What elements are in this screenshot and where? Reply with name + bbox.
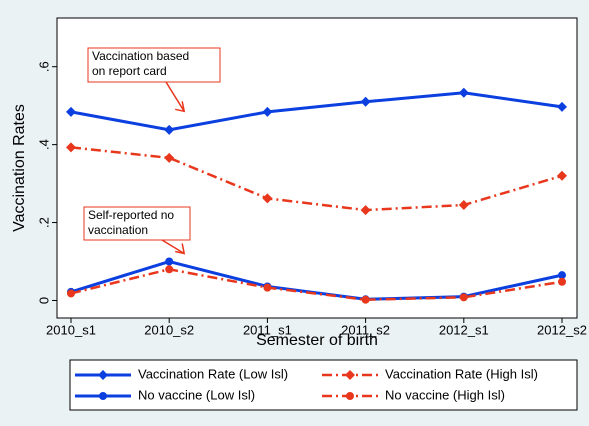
annotation-box: [87, 47, 221, 83]
series-line: [70, 146, 563, 212]
data-point: [360, 205, 371, 216]
y-tick-label: 0: [36, 297, 51, 304]
annotation-box: [83, 206, 191, 241]
series-line: [70, 259, 563, 301]
x-tick-label: 2010_s2: [144, 322, 194, 337]
data-point: [557, 101, 567, 112]
data-point: [557, 170, 567, 181]
data-point: [459, 293, 468, 302]
legend-marker: [345, 370, 355, 380]
data-point: [165, 257, 174, 266]
data-point: [558, 277, 566, 286]
legend-marker: [99, 392, 107, 400]
annotation-text: on report card: [92, 64, 167, 78]
legend-label: Vaccination Rate (High Isl): [385, 366, 538, 381]
data-point: [361, 295, 370, 304]
x-tick-label: 2012_s2: [537, 322, 587, 337]
y-tick-label: .4: [36, 139, 51, 150]
x-tick-label: 2011_s1: [243, 322, 292, 337]
y-tick-label: .2: [36, 217, 51, 228]
data-point: [458, 87, 469, 98]
data-point: [66, 106, 76, 117]
legend-label: No vaccine (Low Isl): [138, 387, 255, 402]
annotation-text: vaccination: [88, 223, 148, 237]
data-point: [67, 289, 75, 298]
data-point: [164, 152, 175, 163]
data-point: [165, 265, 174, 274]
annotation-arrow: [161, 239, 186, 255]
legend-label: Vaccination Rate (Low Isl): [138, 366, 288, 381]
data-point: [458, 200, 469, 211]
legend-marker: [98, 370, 108, 380]
series-line: [70, 91, 563, 132]
data-point: [263, 283, 272, 292]
y-axis-title: Vaccination Rates: [11, 104, 28, 232]
x-tick-label: 2011_s2: [341, 322, 390, 337]
x-axis-title: Semester of birth: [256, 332, 378, 349]
x-tick-label: 2010_s1: [46, 322, 96, 337]
data-point: [66, 142, 76, 153]
legend-box: [69, 359, 578, 411]
annotation-text: Vaccination based: [92, 49, 189, 63]
y-tick-label: .6: [36, 61, 51, 72]
data-point: [360, 96, 371, 107]
data-point: [262, 106, 273, 117]
series-line: [70, 268, 563, 301]
data-point: [262, 193, 273, 204]
x-tick-label: 2012_s1: [439, 322, 489, 337]
annotation-arrow: [165, 81, 186, 113]
annotation-text: Self-reported no: [88, 208, 174, 222]
data-point: [164, 124, 175, 135]
data-point: [558, 271, 566, 280]
legend-marker: [346, 392, 354, 400]
legend-label: No vaccine (High Isl): [385, 387, 505, 402]
